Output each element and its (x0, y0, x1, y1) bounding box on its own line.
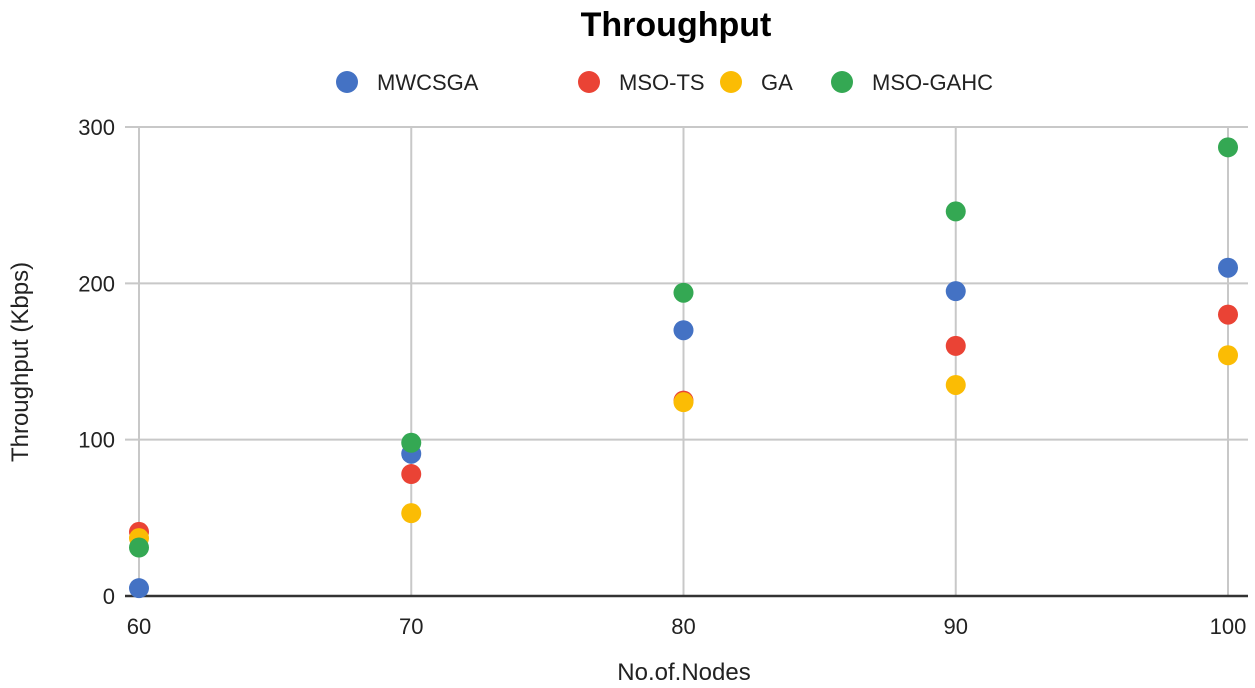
legend-marker (720, 71, 742, 93)
y-tick-label: 300 (78, 115, 115, 140)
data-point (401, 464, 422, 485)
data-point (401, 432, 422, 453)
data-point (945, 281, 966, 302)
y-tick-label: 100 (78, 428, 115, 453)
x-tick-label: 90 (944, 614, 968, 639)
data-point (673, 392, 694, 413)
data-point (129, 537, 149, 558)
legend-label: MSO-GAHC (872, 70, 993, 95)
gridlines (125, 126, 1248, 598)
tick-labels: 60 70 80 90 100 0 100 200 300 (78, 115, 1246, 639)
series-ga (129, 345, 1238, 549)
x-axis-label: No.of.Nodes (617, 659, 750, 686)
data-point (1218, 304, 1238, 325)
legend-label: MSO-TS (619, 70, 705, 95)
legend-item: GA (720, 70, 793, 95)
legend-marker (578, 71, 600, 93)
data-point (673, 320, 694, 341)
legend: MWCSGA MSO-TS GA MSO-GAHC (336, 70, 993, 95)
x-tick-label: 70 (399, 614, 423, 639)
legend-label: GA (761, 70, 793, 95)
data-points (129, 137, 1238, 599)
data-point (673, 282, 694, 303)
y-axis-label: Throughput (Kbps) (7, 262, 34, 462)
data-point (945, 374, 966, 395)
x-tick-label: 60 (127, 614, 151, 639)
y-tick-label: 200 (78, 271, 115, 296)
legend-item: MSO-GAHC (831, 70, 993, 95)
legend-item: MSO-TS (578, 70, 705, 95)
legend-item: MWCSGA (336, 70, 479, 95)
chart-title: Throughput (581, 6, 772, 44)
data-point (401, 503, 422, 524)
data-point (1218, 137, 1238, 158)
legend-marker (336, 71, 358, 93)
data-point (129, 578, 149, 599)
y-tick-label: 0 (103, 584, 115, 609)
data-point (945, 335, 966, 356)
data-point (1218, 257, 1238, 278)
legend-label: MWCSGA (377, 70, 479, 95)
x-tick-label: 80 (671, 614, 695, 639)
legend-marker (831, 71, 853, 93)
series-mso-gahc (129, 137, 1238, 558)
data-point (945, 201, 966, 222)
x-tick-label: 100 (1210, 614, 1247, 639)
data-point (1218, 345, 1238, 366)
